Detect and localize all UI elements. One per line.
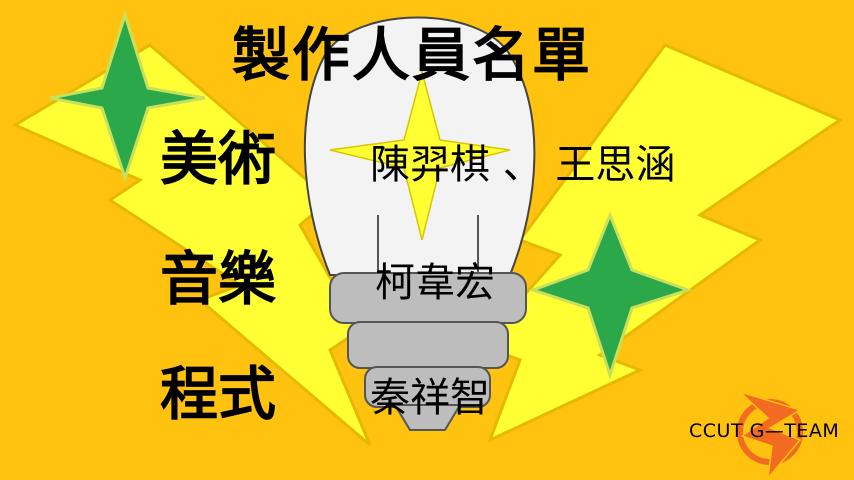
- sparkle-star-icon: [528, 210, 693, 380]
- lightning-bolt-icon: [477, 43, 844, 443]
- role-label-programming: 程式: [160, 360, 277, 428]
- bulb-base-segment: [347, 321, 509, 369]
- team-logo-icon: [737, 391, 803, 480]
- sparkle-star-icon: [329, 69, 511, 241]
- team-label: CCUT G—TEAM: [689, 420, 840, 442]
- lightning-bolt-icon: [11, 43, 372, 447]
- role-label-art: 美術: [160, 125, 277, 193]
- role-names-music: 柯韋宏: [375, 260, 495, 306]
- role-names-programming: 秦祥智: [370, 375, 490, 421]
- role-names-art: 陳羿棋 、 王思涵: [370, 142, 676, 188]
- bulb-tip: [393, 404, 462, 431]
- credits-title: 製作人員名單: [232, 21, 593, 89]
- sparkle-star-icon: [49, 10, 206, 183]
- role-label-music: 音樂: [160, 245, 277, 313]
